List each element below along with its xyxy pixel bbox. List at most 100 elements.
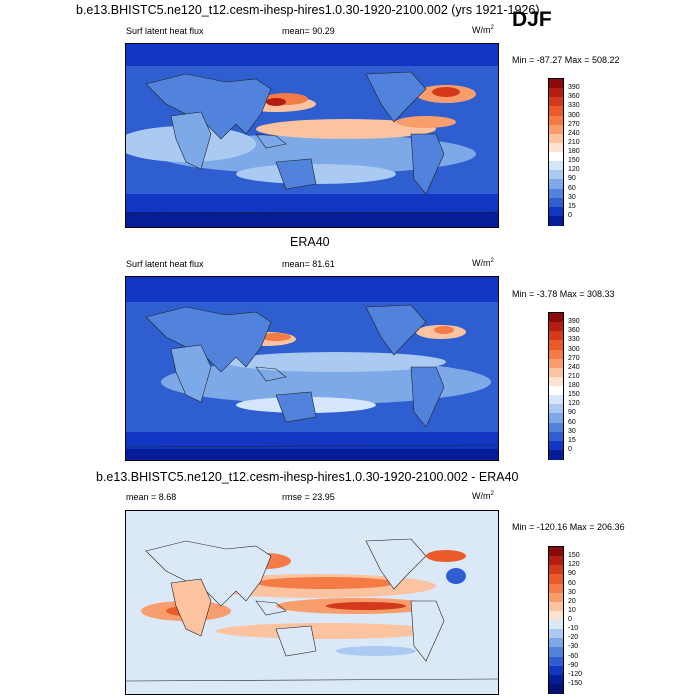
panel2-colorbar-tick-label: 270 bbox=[568, 354, 580, 362]
panel2-colorbar-segment bbox=[549, 313, 563, 323]
panel3-colorbar-segment bbox=[549, 674, 563, 685]
panel2-colorbar-tick-label: 300 bbox=[568, 345, 580, 353]
panel1-colorbar-tick-label: 0 bbox=[568, 211, 572, 219]
panel1-colorbar-tick-label: 390 bbox=[568, 84, 580, 92]
panel3-colorbar-tick-label: -60 bbox=[568, 652, 579, 660]
panel1-colorbar-segment bbox=[549, 133, 563, 144]
panel3-minmax: Min = -120.16 Max = 206.36 bbox=[512, 522, 625, 532]
panel2-mean: mean= 81.61 bbox=[282, 259, 335, 269]
panel2-colorbar-segment bbox=[549, 349, 563, 360]
panel2-colorbar-segment bbox=[549, 431, 563, 442]
panel2-colorbar-segment bbox=[549, 449, 563, 460]
panel3-colorbar-segment bbox=[549, 620, 563, 630]
panel1-colorbar-segment bbox=[549, 142, 563, 153]
panel1-colorbar-tick-label: 360 bbox=[568, 93, 580, 101]
panel2-colorbar-segment bbox=[549, 395, 563, 405]
panel1-colorbar-segment bbox=[549, 215, 563, 226]
panel1-colorbar-tick-label: 30 bbox=[568, 193, 576, 201]
panel1-left-label: Surf latent heat flux bbox=[126, 26, 204, 36]
panel2-colorbar-tick-label: 120 bbox=[568, 400, 580, 408]
panel3-colorbar-tick-label: -20 bbox=[568, 634, 579, 642]
panel3-colorbar bbox=[548, 546, 564, 694]
panel1-colorbar-tick-label: 120 bbox=[568, 166, 580, 174]
panel2-colorbar-segment bbox=[549, 422, 563, 433]
panel3-colorbar-segment bbox=[549, 683, 563, 694]
panel1-units: W/m2 bbox=[472, 25, 494, 35]
panel2-units: W/m2 bbox=[472, 258, 494, 268]
panel1-colorbar-tick-label: 330 bbox=[568, 102, 580, 110]
panel2-colorbar-tick-label: 210 bbox=[568, 372, 580, 380]
panel3-rmse: rmse = 23.95 bbox=[282, 492, 335, 502]
panel1-colorbar-segment bbox=[549, 97, 563, 107]
panel1-colorbar-tick-label: 150 bbox=[568, 157, 580, 165]
figure-title: b.e13.BHISTC5.ne120_t12.cesm-ihesp-hires… bbox=[76, 3, 540, 17]
panel1-colorbar-segment bbox=[549, 206, 563, 217]
panel3-colorbar-tick-label: 150 bbox=[568, 552, 580, 560]
panel2-field-svg bbox=[126, 277, 498, 460]
panel2-colorbar-segment bbox=[549, 322, 563, 332]
panel2-colorbar-segment bbox=[549, 340, 563, 350]
panel3-colorbar-segment bbox=[549, 556, 563, 566]
panel3-field-svg bbox=[126, 511, 498, 694]
panel1-colorbar-segment bbox=[549, 152, 563, 162]
panel1-colorbar bbox=[548, 78, 564, 226]
panel3-colorbar-tick-label: 10 bbox=[568, 606, 576, 614]
panel1-colorbar-segment bbox=[549, 115, 563, 126]
panel2-colorbar-tick-label: 15 bbox=[568, 436, 576, 444]
panel2-colorbar-segment bbox=[549, 404, 563, 414]
panel2-colorbar bbox=[548, 312, 564, 460]
panel2-left-label: Surf latent heat flux bbox=[126, 259, 204, 269]
panel3-colorbar-tick-label: -30 bbox=[568, 643, 579, 651]
panel2-colorbar-tick-label: 180 bbox=[568, 382, 580, 389]
panel3-units: W/m2 bbox=[472, 491, 494, 501]
panel3-colorbar-tick-label: -120 bbox=[568, 670, 583, 678]
panel1-colorbar-segment bbox=[549, 188, 563, 199]
panel2-colorbar-tick-label: 90 bbox=[568, 409, 576, 417]
panel3-colorbar-segment bbox=[549, 547, 563, 557]
panel2-colorbar-segment bbox=[549, 376, 563, 387]
panel3-colorbar-tick-label: -150 bbox=[568, 679, 583, 687]
panel1-field-svg bbox=[126, 44, 498, 227]
panel2-colorbar-segment bbox=[549, 440, 563, 451]
panel3-colorbar-segment bbox=[549, 647, 563, 657]
panel3-title: b.e13.BHISTC5.ne120_t12.cesm-ihesp-hires… bbox=[96, 470, 519, 484]
panel1-colorbar-tick-label: 210 bbox=[568, 138, 580, 146]
panel3-colorbar-segment bbox=[549, 583, 563, 594]
panel1-mean: mean= 90.29 bbox=[282, 26, 335, 36]
panel1-colorbar-segment bbox=[549, 197, 563, 208]
panel2-colorbar-tick-label: 150 bbox=[568, 391, 580, 399]
panel1-colorbar-segment bbox=[549, 179, 563, 189]
panel1-colorbar-tick-label: 90 bbox=[568, 175, 576, 183]
panel1-map bbox=[125, 43, 499, 228]
panel2-colorbar-tick-label: 360 bbox=[568, 327, 580, 335]
panel2-colorbar-segment bbox=[549, 367, 563, 378]
panel3-colorbar-segment bbox=[549, 565, 563, 575]
panel1-minmax: Min = -87.27 Max = 508.22 bbox=[512, 55, 620, 65]
panel2-colorbar-segment bbox=[549, 413, 563, 423]
panel2-map bbox=[125, 276, 499, 461]
season-label: DJF bbox=[512, 8, 552, 31]
panel1-colorbar-tick-label: 180 bbox=[568, 148, 580, 155]
panel3-colorbar-segment bbox=[549, 656, 563, 667]
panel2-colorbar-tick-label: 60 bbox=[568, 418, 576, 426]
panel2-colorbar-tick-label: 30 bbox=[568, 427, 576, 435]
panel3-colorbar-tick-label: -10 bbox=[568, 625, 579, 633]
panel1-colorbar-segment bbox=[549, 170, 563, 180]
panel3-colorbar-segment bbox=[549, 665, 563, 676]
panel2-colorbar-tick-label: 240 bbox=[568, 363, 580, 371]
panel1-colorbar-segment bbox=[549, 124, 563, 135]
panel3-mean: mean = 8.68 bbox=[126, 492, 177, 502]
panel2-title: ERA40 bbox=[290, 235, 330, 249]
panel3-colorbar-tick-label: 120 bbox=[568, 561, 580, 569]
panel1-colorbar-tick-label: 60 bbox=[568, 184, 576, 192]
panel3-colorbar-segment bbox=[549, 638, 563, 648]
panel3-colorbar-tick-label: 90 bbox=[568, 570, 576, 578]
panel2-colorbar-tick-label: 390 bbox=[568, 318, 580, 326]
panel1-colorbar-tick-label: 240 bbox=[568, 129, 580, 137]
panel3-colorbar-segment bbox=[549, 629, 563, 639]
panel1-colorbar-tick-label: 300 bbox=[568, 111, 580, 119]
panel2-colorbar-tick-label: 330 bbox=[568, 336, 580, 344]
panel2-colorbar-segment bbox=[549, 358, 563, 369]
panel2-minmax: Min = -3.78 Max = 308.33 bbox=[512, 289, 615, 299]
panel3-colorbar-segment bbox=[549, 610, 563, 621]
